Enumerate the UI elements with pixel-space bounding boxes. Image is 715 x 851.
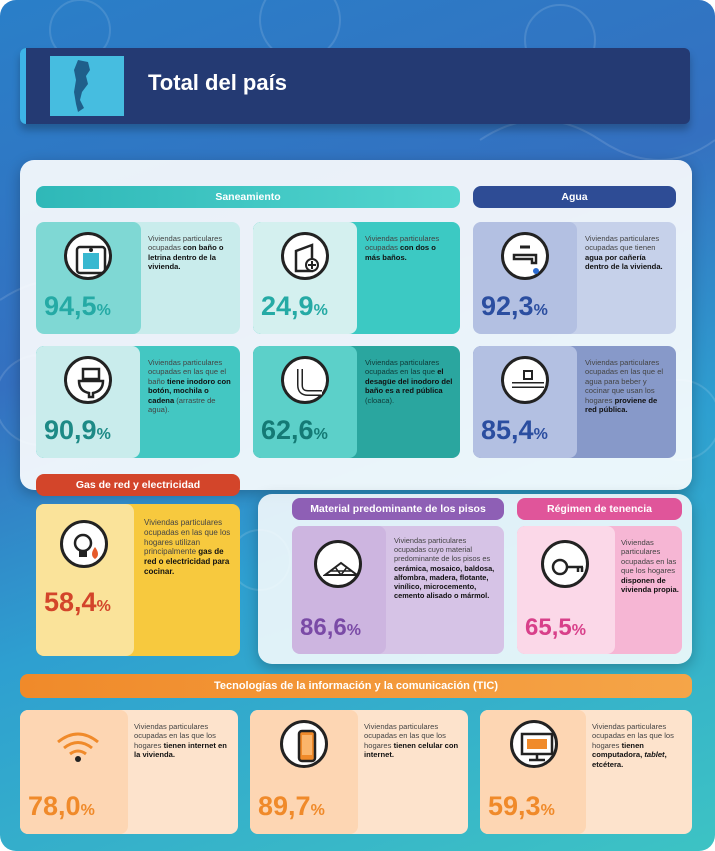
computer-icon	[510, 720, 558, 768]
section-pisos: Material predominante de los pisos	[292, 498, 504, 520]
card-text: Viviendas particulares ocupadas en las q…	[148, 358, 231, 415]
value-internet: 78,0%	[28, 791, 95, 821]
card-computadora: Viviendas particulares ocupadas en las q…	[480, 710, 692, 834]
value-pisos: 86,6%	[300, 614, 361, 641]
section-tic: Tecnologías de la información y la comun…	[20, 674, 692, 698]
value-dos-banos: 24,9%	[261, 291, 328, 321]
shower-plus-icon	[281, 232, 329, 280]
value-celular: 89,7%	[258, 791, 325, 821]
card-text: Viviendas particulares ocupadas en las q…	[585, 358, 664, 415]
card-dos-banos: Viviendas particulares ocupadas con dos …	[253, 222, 460, 334]
card-text: Viviendas particulares ocupadas en las q…	[364, 722, 459, 760]
key-icon	[541, 540, 589, 588]
card-text: Viviendas particulares ocupadas cuyo mat…	[394, 536, 495, 601]
card-text: Viviendas particulares ocupadas que tien…	[585, 234, 663, 272]
card-text: Viviendas particulares ocupadas en las q…	[144, 518, 231, 576]
card-bano: Viviendas particulares ocupadas con baño…	[36, 222, 240, 334]
value-cloaca: 62,6%	[261, 415, 328, 445]
value-bano: 94,5%	[44, 291, 111, 321]
value-agua-caneria: 92,3%	[481, 291, 548, 321]
card-inodoro: Viviendas particulares ocupadas en las q…	[36, 346, 240, 458]
header: Total del país	[20, 48, 690, 124]
section-gas: Gas de red y electricidad	[36, 474, 240, 496]
floor-icon	[314, 540, 362, 588]
wifi-icon	[48, 720, 99, 768]
card-agua-red: Viviendas particulares ocupadas en las q…	[473, 346, 676, 458]
faucet-icon	[501, 232, 549, 280]
card-agua-caneria: Viviendas particulares ocupadas que tien…	[473, 222, 676, 334]
water-network-icon	[501, 356, 549, 404]
header-accent	[20, 48, 26, 124]
card-text: Viviendas particulares ocupadas en las q…	[134, 722, 227, 760]
card-celular: Viviendas particulares ocupadas en las q…	[250, 710, 468, 834]
card-text: Viviendas particulares ocupadas en las q…	[621, 538, 679, 595]
card-text: Viviendas particulares ocupadas en las q…	[592, 722, 674, 769]
pipe-icon	[281, 356, 329, 404]
value-computadora: 59,3%	[488, 791, 555, 821]
card-text: Viviendas particulares ocupadas en las q…	[365, 358, 453, 405]
section-tenencia: Régimen de tenencia	[517, 498, 682, 520]
phone-icon	[280, 720, 328, 768]
bulb-flame-icon	[60, 520, 108, 568]
card-cloaca: Viviendas particulares ocupadas en las q…	[253, 346, 460, 458]
page-title: Total del país	[148, 70, 287, 95]
bathroom-icon	[64, 232, 112, 280]
card-tenencia: Viviendas particulares ocupadas en las q…	[517, 526, 682, 654]
card-text: Viviendas particulares ocupadas con dos …	[365, 234, 440, 262]
card-text: Viviendas particulares ocupadas con baño…	[148, 234, 224, 272]
card-pisos: Viviendas particulares ocupadas cuyo mat…	[292, 526, 504, 654]
toilet-icon	[64, 356, 112, 404]
card-internet: Viviendas particulares ocupadas en las q…	[20, 710, 238, 834]
value-gas: 58,4%	[44, 587, 111, 617]
card-gas: Viviendas particulares ocupadas en las q…	[36, 504, 240, 656]
value-tenencia: 65,5%	[525, 614, 586, 641]
section-saneamiento: Saneamiento	[36, 186, 460, 208]
value-inodoro: 90,9%	[44, 415, 111, 445]
argentina-map-icon	[50, 56, 124, 116]
section-agua: Agua	[473, 186, 676, 208]
value-agua-red: 85,4%	[481, 415, 548, 445]
